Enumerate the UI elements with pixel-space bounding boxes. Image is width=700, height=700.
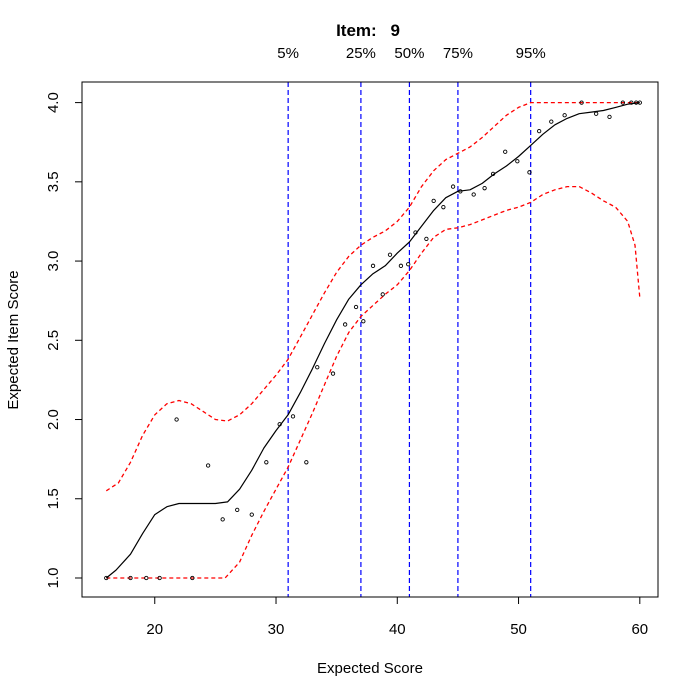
observed-point [458, 189, 463, 194]
percentile-label: 5% [277, 45, 299, 62]
observed-point [330, 371, 336, 376]
observed-point [398, 263, 404, 268]
chart-title-value: 9 [390, 21, 399, 40]
observed-point [144, 575, 149, 581]
x-tick-label: 40 [389, 621, 406, 638]
chart-title-prefix: Item: [336, 21, 377, 40]
observed-point [205, 463, 211, 468]
upper-band-line [105, 101, 640, 492]
x-tick-label: 50 [510, 621, 527, 638]
observed-point [579, 100, 584, 105]
observed-point [515, 159, 520, 164]
y-axis: 1.0 1.5 2.0 2.5 3.0 3.5 4.0 [45, 92, 83, 589]
observed-point [387, 252, 393, 257]
observed-point [174, 417, 179, 422]
percentile-label: 25% [346, 45, 376, 62]
observed-point [637, 100, 642, 105]
percentile-label: 95% [516, 45, 546, 62]
observed-point [264, 460, 269, 465]
observed-point [527, 170, 532, 175]
observed-point [482, 186, 487, 191]
confidence-band-lines [105, 101, 641, 579]
observed-point [249, 512, 254, 517]
percentile-labels: 5% 25% 50% 75% 95% [277, 45, 545, 62]
fit-line-group [105, 102, 640, 579]
observed-point [380, 292, 385, 297]
observed-point [629, 100, 634, 105]
observed-point [594, 111, 599, 116]
observed-point [104, 575, 109, 581]
y-tick-label: 4.0 [45, 92, 62, 113]
y-tick-label: 2.0 [45, 409, 62, 430]
observed-point [220, 517, 225, 522]
y-tick-label: 3.5 [45, 171, 62, 192]
plot-area [104, 82, 642, 597]
observed-point [406, 262, 411, 267]
observed-points [104, 100, 642, 581]
observed-point [361, 319, 366, 324]
y-tick-label: 3.0 [45, 251, 62, 272]
y-axis-label: Expected Item Score [5, 270, 22, 409]
observed-point [424, 236, 429, 242]
plot-frame [81, 81, 659, 598]
x-axis: 20 30 40 50 60 [146, 596, 648, 638]
observed-point [128, 575, 133, 581]
percentile-label: 50% [394, 45, 424, 62]
x-tick-label: 60 [631, 621, 648, 638]
observed-point [353, 304, 359, 310]
observed-point [441, 205, 446, 210]
observed-point [342, 322, 348, 327]
observed-point [304, 460, 309, 465]
observed-point [290, 414, 296, 419]
y-tick-label: 2.5 [45, 330, 62, 351]
observed-point [503, 149, 508, 154]
fit-line [105, 102, 640, 579]
observed-point [277, 422, 282, 427]
observed-point [562, 113, 567, 118]
observed-point [607, 114, 612, 120]
y-tick-label: 1.0 [45, 568, 62, 589]
observed-point [315, 365, 320, 370]
lower-band-line [106, 185, 641, 579]
y-tick-label: 1.5 [45, 488, 62, 509]
x-tick-label: 30 [268, 621, 285, 638]
observed-point [431, 198, 436, 203]
x-axis-label: Expected Score [317, 660, 423, 677]
observed-point [471, 192, 476, 197]
x-tick-label: 20 [146, 621, 163, 638]
percentile-lines [287, 82, 532, 597]
observed-point [370, 263, 376, 268]
observed-point [537, 128, 542, 134]
observed-point [490, 171, 496, 177]
percentile-label: 75% [443, 45, 473, 62]
observed-point [157, 575, 162, 581]
observed-point [450, 184, 456, 189]
observed-point [620, 100, 625, 105]
observed-point [549, 119, 554, 124]
observed-point [413, 230, 418, 235]
chart-title: Item: 9 [336, 21, 400, 40]
observed-point [235, 507, 240, 512]
observed-point [190, 575, 195, 581]
